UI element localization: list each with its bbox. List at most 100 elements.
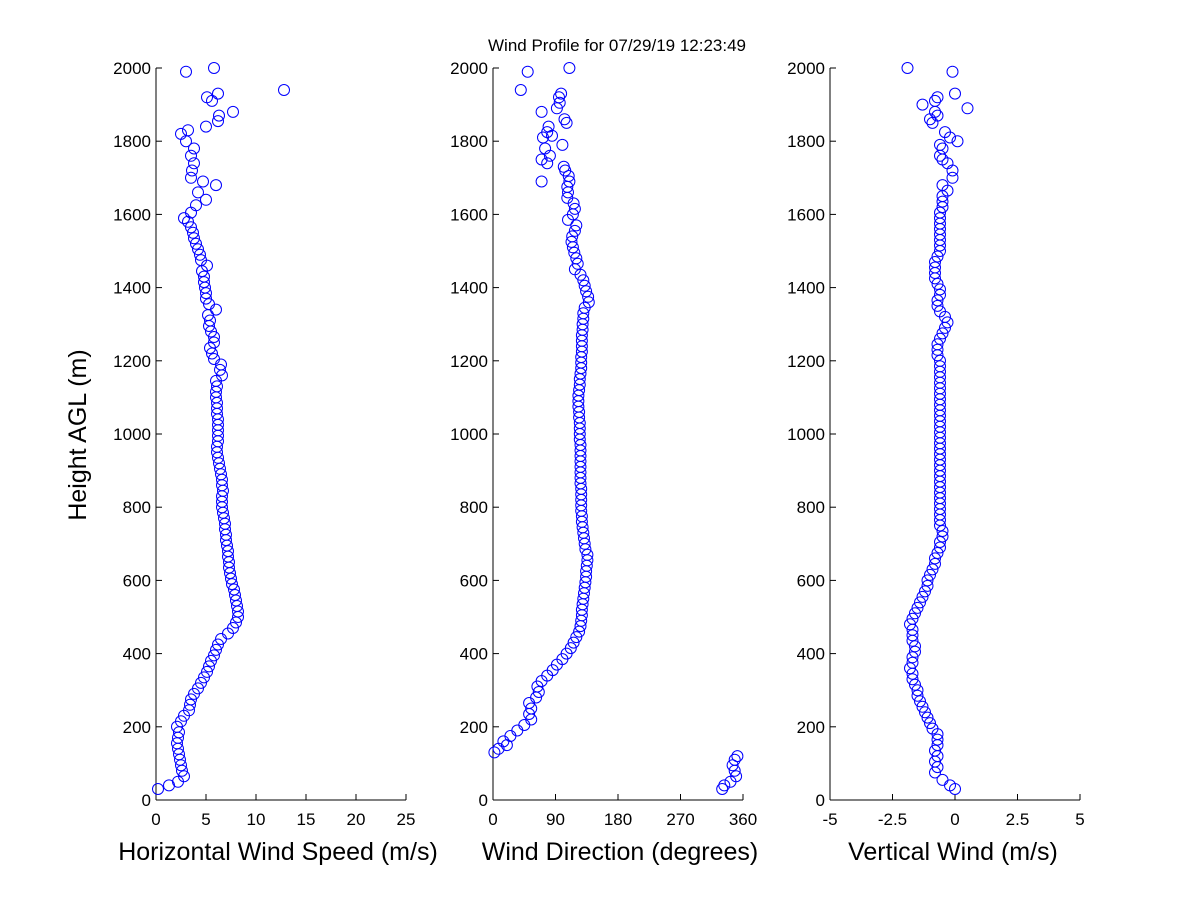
data-point [567, 636, 580, 649]
x-tick-label: 10 [247, 810, 266, 829]
data-point [946, 171, 959, 184]
data-point [924, 717, 936, 730]
data-point [934, 305, 946, 318]
data-point [929, 552, 941, 565]
data-point [582, 290, 595, 303]
y-tick-label: 400 [797, 645, 825, 664]
data-point [571, 257, 584, 270]
data-point [190, 199, 202, 212]
data-point [934, 536, 946, 548]
data-point [192, 243, 204, 256]
y-tick-label: 200 [797, 718, 825, 737]
x-tick-label: 2.5 [1006, 810, 1030, 829]
data-points-speed [152, 62, 290, 795]
data-point [929, 256, 941, 268]
data-point [906, 673, 919, 686]
data-point [195, 676, 207, 689]
data-point [185, 171, 197, 184]
data-point [931, 299, 944, 312]
y-tick-label: 800 [460, 498, 488, 517]
data-point [916, 590, 929, 603]
y-tick-label: 1200 [787, 352, 825, 371]
data-point [931, 547, 944, 559]
y-tick-label: 0 [142, 791, 151, 810]
data-point [210, 179, 222, 192]
data-point [934, 288, 946, 301]
data-point [906, 656, 919, 669]
data-point [914, 695, 926, 708]
data-point [931, 733, 944, 746]
y-tick-label: 800 [797, 498, 825, 517]
data-point [227, 622, 239, 634]
data-point [931, 109, 944, 122]
data-point [728, 753, 741, 766]
x-tick-label: 5 [1075, 810, 1084, 829]
data-point [213, 109, 225, 122]
y-tick-label: 1800 [113, 132, 151, 151]
y-tick-label: 200 [460, 718, 488, 737]
data-point [532, 686, 545, 698]
data-point [185, 693, 197, 706]
x-tick-label: 180 [604, 810, 632, 829]
data-point [204, 314, 216, 327]
data-point [941, 316, 954, 329]
data-point [914, 596, 926, 609]
y-tick-label: 1200 [450, 352, 488, 371]
y-tick-label: 1400 [450, 279, 488, 298]
data-point [906, 629, 919, 642]
data-point [581, 548, 594, 561]
x-axis-label-direction: Wind Direction (degrees) [482, 838, 759, 866]
data-point [557, 160, 570, 173]
y-tick-label: 1400 [113, 279, 151, 298]
y-tick-label: 1600 [787, 205, 825, 224]
data-point [208, 353, 220, 365]
data-point [934, 332, 946, 345]
data-point [514, 84, 527, 96]
data-point [582, 296, 595, 309]
data-point [929, 744, 941, 757]
data-point [200, 193, 212, 206]
data-point [558, 113, 571, 126]
data-point [939, 126, 951, 139]
data-point [194, 248, 206, 261]
y-tick-label: 1800 [787, 132, 825, 151]
data-point [961, 102, 974, 115]
data-point [578, 279, 591, 292]
x-tick-label: 15 [297, 810, 316, 829]
data-point [926, 722, 939, 735]
data-point [921, 711, 934, 724]
data-point [921, 574, 934, 587]
data-point [934, 354, 946, 367]
data-point [934, 283, 946, 296]
data-point [564, 642, 577, 655]
data-point [205, 654, 217, 667]
panel-wind-direction: 0 200 400 600 800 1000 1200 1400 1600 1800 2000 0 90… [450, 59, 758, 866]
data-point [185, 221, 197, 234]
y-tick-label: 2000 [450, 59, 488, 78]
data-point [929, 261, 941, 274]
data-point [934, 541, 946, 554]
y-tick-label: 400 [460, 645, 488, 664]
data-point [931, 343, 944, 356]
data-point [521, 65, 534, 78]
data-point [936, 530, 949, 543]
data-point [556, 138, 569, 151]
x-tick-label: 360 [729, 810, 757, 829]
data-point [185, 149, 197, 162]
data-point [542, 120, 555, 133]
data-point [192, 186, 204, 199]
data-point [201, 91, 213, 104]
figure-title: Wind Profile for 07/29/19 12:23:49 [488, 36, 746, 55]
data-point [563, 62, 576, 74]
data-point [909, 645, 921, 658]
data-point [212, 115, 224, 128]
data-point [208, 649, 220, 662]
panel-horizontal-wind-speed: 0 200 400 600 800 1000 1200 1400 1600 1800 2000 0 5 1… [113, 59, 438, 866]
data-point [192, 682, 204, 695]
data-point [936, 525, 949, 537]
data-point [568, 246, 581, 259]
data-point [570, 631, 583, 644]
data-point [911, 689, 924, 702]
data-point [566, 230, 579, 243]
